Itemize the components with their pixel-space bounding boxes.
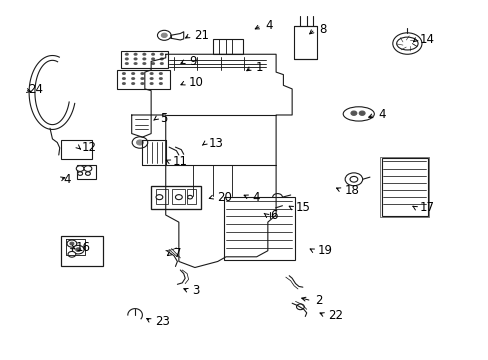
Bar	[171, 189, 185, 203]
Circle shape	[160, 53, 163, 56]
Bar	[381, 158, 427, 216]
Bar	[224, 197, 294, 260]
Circle shape	[140, 77, 144, 80]
Circle shape	[350, 111, 356, 115]
Circle shape	[122, 82, 125, 85]
Text: 13: 13	[208, 137, 223, 150]
Text: 4: 4	[265, 19, 272, 32]
Bar	[61, 140, 92, 158]
Circle shape	[149, 72, 153, 75]
Bar	[187, 189, 196, 203]
Circle shape	[151, 62, 155, 65]
Bar	[156, 189, 168, 203]
Circle shape	[272, 194, 282, 201]
Circle shape	[160, 58, 163, 60]
Text: 3: 3	[192, 284, 200, 297]
Text: 14: 14	[419, 33, 434, 46]
Bar	[77, 165, 96, 179]
Circle shape	[142, 58, 146, 60]
Circle shape	[345, 173, 362, 186]
Circle shape	[159, 77, 163, 80]
Circle shape	[122, 77, 125, 80]
Text: 22: 22	[328, 309, 343, 321]
Circle shape	[349, 176, 357, 182]
Circle shape	[264, 203, 275, 212]
Bar	[293, 26, 317, 59]
Circle shape	[122, 72, 125, 75]
Text: 20: 20	[216, 191, 231, 204]
Text: 16: 16	[76, 240, 91, 254]
Circle shape	[67, 240, 77, 247]
Text: 4: 4	[63, 173, 71, 186]
Circle shape	[296, 304, 304, 310]
Text: 1: 1	[255, 61, 263, 74]
Circle shape	[142, 62, 146, 65]
Circle shape	[159, 82, 163, 85]
Circle shape	[70, 242, 74, 245]
Circle shape	[124, 62, 128, 65]
Circle shape	[187, 195, 192, 199]
Circle shape	[156, 195, 163, 200]
Circle shape	[131, 77, 135, 80]
Ellipse shape	[343, 107, 373, 121]
Circle shape	[151, 58, 155, 60]
Circle shape	[161, 33, 167, 37]
Bar	[61, 237, 103, 266]
Ellipse shape	[396, 37, 417, 50]
Text: 7: 7	[174, 247, 182, 260]
Circle shape	[136, 140, 143, 145]
Bar	[117, 70, 169, 89]
Circle shape	[68, 251, 76, 257]
Circle shape	[84, 166, 92, 171]
Text: 12: 12	[82, 141, 97, 154]
Text: 5: 5	[160, 112, 167, 125]
Circle shape	[76, 248, 81, 251]
Circle shape	[140, 72, 144, 75]
Circle shape	[124, 53, 128, 56]
Circle shape	[149, 82, 153, 85]
Text: 11: 11	[173, 155, 188, 168]
Circle shape	[175, 195, 182, 200]
Text: 10: 10	[189, 76, 203, 89]
Circle shape	[124, 58, 128, 60]
Bar	[151, 186, 201, 208]
Circle shape	[133, 58, 137, 60]
Circle shape	[76, 166, 84, 171]
Circle shape	[140, 82, 144, 85]
Circle shape	[133, 62, 137, 65]
Text: 2: 2	[315, 294, 323, 307]
Circle shape	[142, 53, 146, 56]
Circle shape	[85, 172, 90, 175]
Circle shape	[78, 172, 82, 175]
Text: 19: 19	[317, 244, 332, 257]
Text: 17: 17	[419, 201, 434, 214]
Text: 4: 4	[252, 191, 259, 204]
Circle shape	[159, 72, 163, 75]
Circle shape	[72, 246, 84, 254]
Text: 4: 4	[378, 108, 386, 121]
Text: 15: 15	[295, 201, 310, 214]
Circle shape	[151, 53, 155, 56]
Circle shape	[392, 33, 421, 54]
Bar	[379, 157, 428, 217]
Circle shape	[133, 53, 137, 56]
Text: 8: 8	[318, 23, 325, 36]
Text: 6: 6	[270, 208, 277, 221]
Circle shape	[149, 77, 153, 80]
Text: 24: 24	[29, 84, 43, 96]
Circle shape	[359, 111, 365, 115]
Circle shape	[157, 30, 171, 40]
Bar	[120, 51, 168, 68]
Text: 9: 9	[189, 55, 196, 68]
Text: 18: 18	[344, 184, 359, 197]
Circle shape	[131, 82, 135, 85]
Circle shape	[132, 137, 147, 148]
Circle shape	[160, 62, 163, 65]
Text: 23: 23	[155, 315, 169, 328]
Bar	[212, 39, 243, 54]
Text: 21: 21	[194, 29, 208, 42]
Circle shape	[131, 72, 135, 75]
